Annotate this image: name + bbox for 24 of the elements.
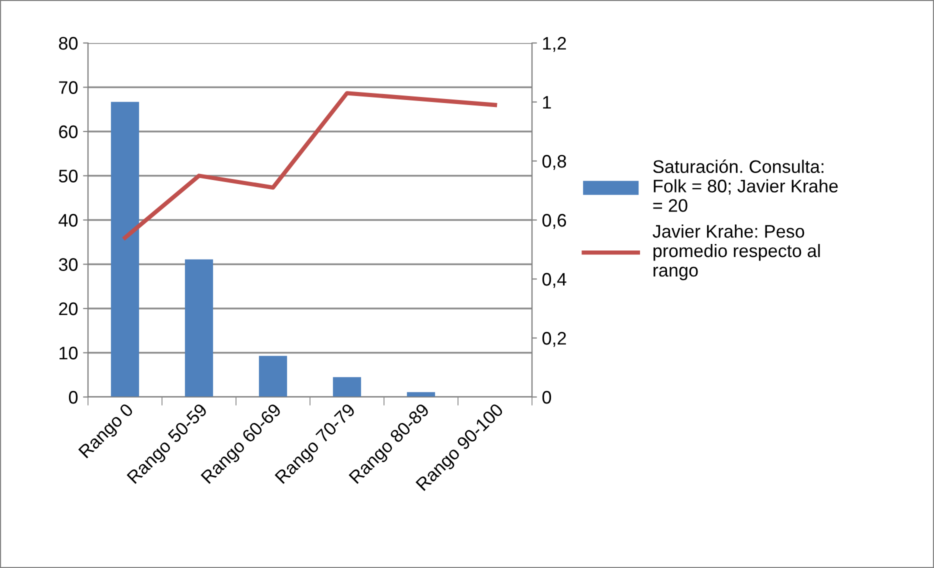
bar xyxy=(406,392,436,397)
y-tick-label: 40 xyxy=(58,214,78,227)
line-series xyxy=(122,91,498,240)
bar xyxy=(258,356,288,397)
bar xyxy=(184,259,214,397)
legend-label: Saturación. Consulta: Folk = 80; Javier Krahe = 20 xyxy=(653,160,838,212)
y2-tick-label: 1 xyxy=(543,96,551,109)
legend-label: Javier Krahe: Peso promedio respecto al rango xyxy=(652,224,820,280)
y-tick-label: 30 xyxy=(58,258,78,271)
y-tick-label: 50 xyxy=(58,170,78,182)
y2-tick-label: 0,4 xyxy=(542,272,566,288)
y-tick-label: 10 xyxy=(60,346,78,360)
bar xyxy=(332,377,362,397)
y-tick-label: 70 xyxy=(59,81,78,94)
bar xyxy=(110,102,140,397)
y-tick-label: 80 xyxy=(58,36,78,50)
y-tick-label: 20 xyxy=(59,302,78,316)
y2-tick-label: 1,2 xyxy=(543,36,566,52)
y2-tick-label: 0,8 xyxy=(542,154,566,170)
y2-tick-label: 0,2 xyxy=(542,332,566,347)
y-tick-label: 0 xyxy=(68,390,78,404)
y2-tick-label: 0 xyxy=(542,390,552,404)
y-tick-label: 60 xyxy=(59,125,78,138)
y2-tick-label: 0,6 xyxy=(542,214,566,229)
